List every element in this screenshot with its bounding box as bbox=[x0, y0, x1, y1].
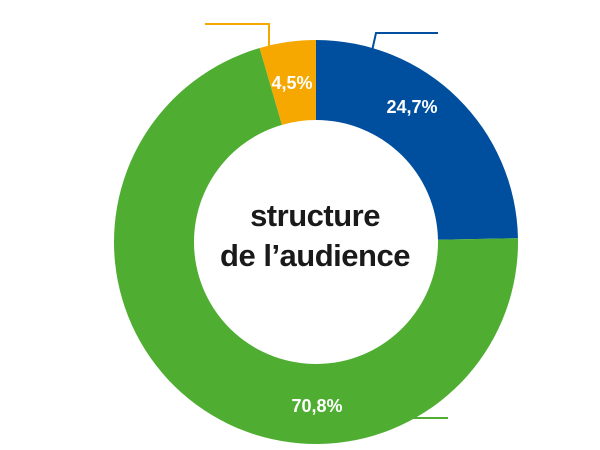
slice-data-label-0: 24,7% bbox=[386, 97, 437, 117]
leader-line-2 bbox=[205, 23, 270, 46]
chart-center-title-line-1: structure bbox=[250, 198, 380, 233]
donut-slice-2 bbox=[259, 40, 316, 125]
leader-line-0 bbox=[371, 32, 438, 52]
leader-lines bbox=[205, 23, 448, 419]
chart-center-title: structure de l’audience bbox=[215, 196, 415, 276]
donut-slice-1 bbox=[113, 48, 519, 444]
slice-data-label-2: 4,5% bbox=[271, 73, 312, 93]
donut-slice-0 bbox=[316, 40, 518, 240]
slice-labels: 24,7% 70,8% 4,5% bbox=[271, 73, 437, 416]
chart-slices bbox=[113, 40, 519, 444]
slice-data-label-1: 70,8% bbox=[291, 396, 342, 416]
chart-center-title-line-2: de l’audience bbox=[220, 238, 410, 273]
